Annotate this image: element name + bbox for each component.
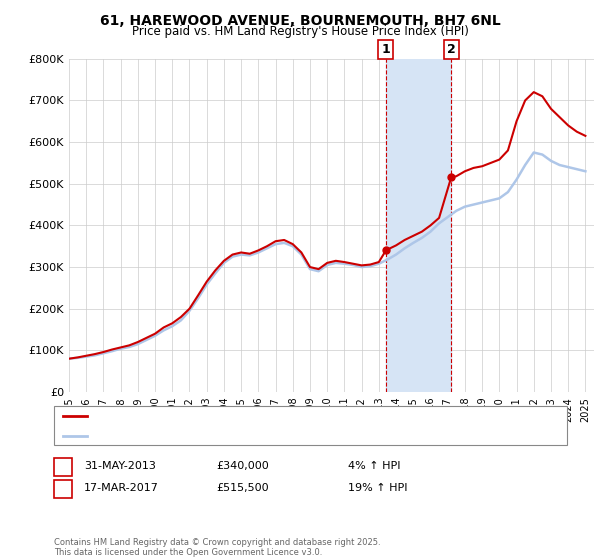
Text: £515,500: £515,500 (216, 483, 269, 493)
Bar (386, 59, 451, 392)
Text: Contains HM Land Registry data © Crown copyright and database right 2025.
This d: Contains HM Land Registry data © Crown c… (54, 538, 380, 557)
Text: Price paid vs. HM Land Registry's House Price Index (HPI): Price paid vs. HM Land Registry's House … (131, 25, 469, 38)
Text: 2: 2 (447, 43, 455, 56)
Text: 1: 1 (59, 459, 67, 473)
Text: 31-MAY-2013: 31-MAY-2013 (84, 461, 156, 471)
Text: 1: 1 (382, 43, 391, 56)
Text: 17-MAR-2017: 17-MAR-2017 (84, 483, 159, 493)
Text: 19% ↑ HPI: 19% ↑ HPI (348, 483, 407, 493)
Text: 61, HAREWOOD AVENUE, BOURNEMOUTH, BH7 6NL (detached house): 61, HAREWOOD AVENUE, BOURNEMOUTH, BH7 6N… (90, 410, 440, 421)
Text: £340,000: £340,000 (216, 461, 269, 471)
Text: 4% ↑ HPI: 4% ↑ HPI (348, 461, 401, 471)
Text: HPI: Average price, detached house, Bournemouth Christchurch and Poole: HPI: Average price, detached house, Bour… (90, 431, 461, 441)
Text: 2: 2 (59, 482, 67, 495)
Text: 61, HAREWOOD AVENUE, BOURNEMOUTH, BH7 6NL: 61, HAREWOOD AVENUE, BOURNEMOUTH, BH7 6N… (100, 14, 500, 28)
